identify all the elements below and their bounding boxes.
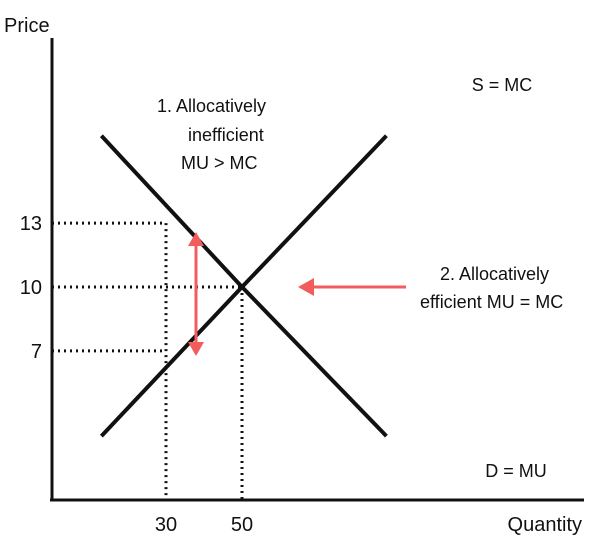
series-labels: S = MC D = MU [472, 75, 547, 481]
series-label-0: S = MC [472, 75, 533, 95]
y-axis-title: Price [4, 15, 50, 37]
x-tick-label-0: 30 [155, 514, 177, 536]
annotation-inefficient-line3: MU > MC [181, 153, 258, 173]
annotation-efficient-line1: 2. Allocatively [440, 264, 549, 284]
annotation-inefficient-line1: 1. Allocatively [157, 96, 266, 116]
series-line-1 [99, 134, 388, 438]
double-arrow-icon [188, 232, 204, 356]
annotation-inefficient-line2: inefficient [188, 125, 264, 145]
x-axis-title: Quantity [508, 514, 582, 536]
series-label-1: D = MU [485, 461, 547, 481]
x-tick-label-1: 50 [231, 514, 253, 536]
annotation-efficient-line2: efficient MU = MC [420, 292, 563, 312]
y-tick-label-2: 7 [31, 341, 42, 363]
y-tick-label-0: 13 [20, 213, 42, 235]
tick-labels: 13 10 7 30 50 [20, 213, 253, 536]
curves [99, 134, 388, 438]
reference-lines [52, 221, 244, 500]
y-tick-label-1: 10 [20, 277, 42, 299]
left-arrow-icon [298, 278, 406, 296]
